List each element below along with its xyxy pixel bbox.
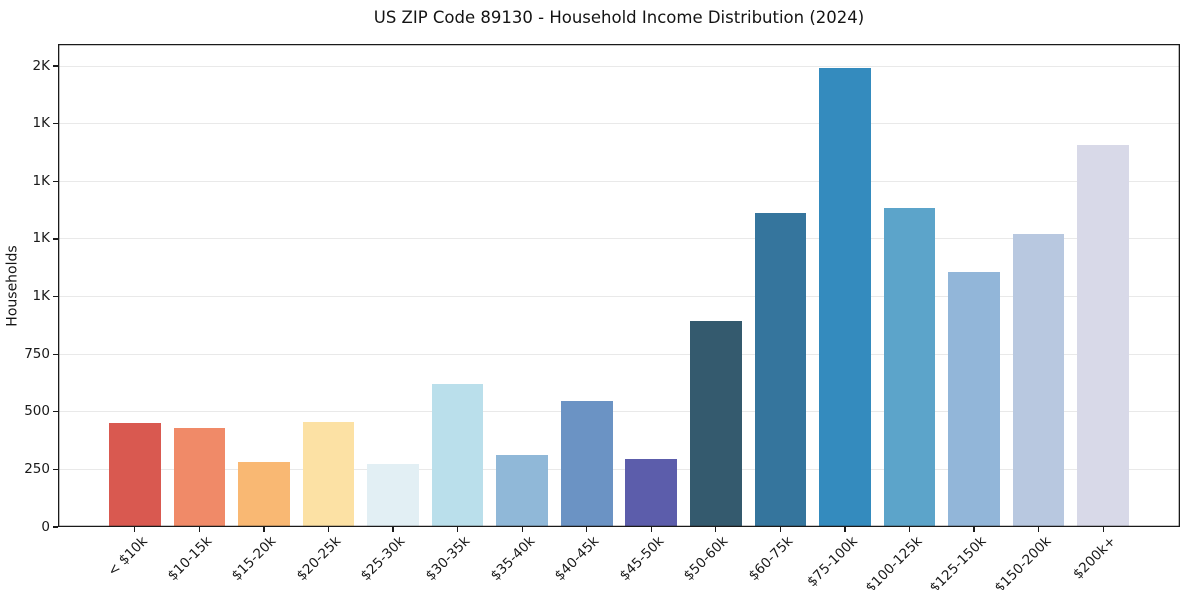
x-tick-mark-$25-30k [392, 527, 394, 532]
bar-$75-100k [819, 67, 871, 527]
bar-$15-20k [238, 462, 290, 527]
gridline-y-1000 [58, 296, 1180, 298]
chart-title: US ZIP Code 89130 - Household Income Dis… [373, 8, 865, 27]
bar-$25-30k [367, 463, 419, 527]
y-tick-mark-2000 [53, 65, 58, 67]
bar-$200k+ [1077, 145, 1129, 527]
bar-$125-150k [948, 272, 1000, 527]
x-tick-mark-$45-50k [650, 527, 652, 532]
x-tick-mark-$200k+ [1102, 527, 1104, 532]
x-tick-mark-$150-200k [1037, 527, 1040, 532]
x-tick-label-$50-60k: $50-60k [680, 533, 732, 584]
x-tick-label-$30-35k: $30-35k [422, 533, 474, 584]
x-tick-mark-$20-25k [327, 527, 330, 532]
bar-$40-45k [560, 400, 613, 527]
x-tick-mark-$35-40k [521, 527, 523, 532]
x-tick-label-$100-125k: $100-125k [862, 533, 926, 590]
y-tick-label-500: 500 [24, 403, 50, 420]
x-tick-label-$10-15k: $10-15k [164, 533, 215, 584]
gridline-y-250 [58, 468, 1180, 470]
x-tick-label-$20-25k: $20-25k [293, 533, 345, 584]
x-tick-label-$200k+: $200k+ [1069, 533, 1119, 583]
x-tick-mark-$40-45k [586, 527, 588, 532]
x-tick-mark-$60-75k [779, 527, 782, 532]
bar-$50-60k [690, 321, 742, 527]
y-tick-label-0: 0 [41, 518, 50, 535]
y-tick-label-750: 750 [24, 345, 50, 362]
y-tick-mark-0 [53, 526, 58, 528]
bar-$30-35k [431, 384, 484, 527]
y-axis-label: Households [5, 244, 22, 327]
x-tick-label-$35-40k: $35-40k [487, 533, 538, 584]
gridline-y-750 [58, 353, 1180, 355]
x-tick-mark-$100-125k [908, 527, 911, 532]
y-tick-mark-250 [53, 468, 58, 471]
gridline-y-2000 [58, 65, 1180, 67]
bar-$100-125k [883, 208, 936, 527]
bar-$35-40k [496, 455, 548, 527]
x-tick-label-$40-45k: $40-45k [551, 533, 603, 584]
y-tick-mark-1000 [53, 295, 58, 298]
y-tick-label-1750: 1K [32, 115, 50, 132]
plot-area [58, 44, 1180, 527]
x-tick-label-$15-20k: $15-20k [228, 533, 280, 584]
y-tick-label-1500: 1K [32, 172, 50, 189]
x-tick-label-$75-100k: $75-100k [803, 533, 861, 590]
gridline-y-1750 [58, 123, 1180, 125]
y-tick-label-1250: 1K [32, 230, 50, 247]
gridline-y-500 [58, 411, 1180, 413]
x-tick-mark-$15-20k [263, 527, 265, 532]
x-tick-label-< $10k: < $10k [104, 533, 151, 580]
x-tick-label-$150-200k: $150-200k [991, 533, 1055, 590]
x-tick-mark-< $10k [134, 527, 136, 532]
x-tick-label-$25-30k: $25-30k [357, 533, 409, 584]
gridline-y-1250 [58, 238, 1180, 240]
bar-$10-15k [173, 428, 226, 527]
x-tick-label-$45-50k: $45-50k [616, 533, 667, 584]
x-tick-mark-$50-60k [715, 527, 717, 532]
bar-$60-75k [754, 212, 807, 527]
bar-$45-50k [625, 459, 678, 527]
y-tick-label-1000: 1K [32, 288, 50, 305]
x-tick-mark-$75-100k [844, 527, 846, 532]
bar-$150-200k [1012, 234, 1065, 527]
y-tick-mark-500 [53, 411, 58, 413]
bar-< $10k [109, 423, 161, 527]
y-tick-label-250: 250 [24, 460, 50, 477]
y-tick-mark-750 [53, 353, 58, 355]
x-tick-mark-$10-15k [198, 527, 201, 532]
x-tick-label-$60-75k: $60-75k [745, 533, 796, 584]
y-tick-mark-1750 [53, 123, 58, 125]
bar-$20-25k [302, 422, 355, 527]
y-tick-mark-1500 [53, 180, 58, 182]
x-tick-mark-$125-150k [973, 527, 975, 532]
gridline-y-1500 [58, 180, 1180, 182]
y-tick-mark-1250 [53, 238, 58, 240]
x-tick-mark-$30-35k [456, 527, 459, 532]
y-tick-label-2000: 2K [32, 57, 50, 74]
x-tick-label-$125-150k: $125-150k [926, 533, 990, 590]
